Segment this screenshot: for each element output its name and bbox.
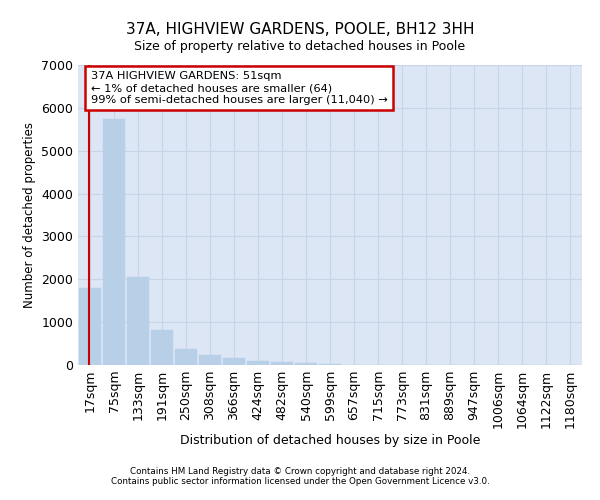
Text: Contains public sector information licensed under the Open Government Licence v3: Contains public sector information licen… (110, 477, 490, 486)
Text: Contains HM Land Registry data © Crown copyright and database right 2024.: Contains HM Land Registry data © Crown c… (130, 467, 470, 476)
Text: 37A, HIGHVIEW GARDENS, POOLE, BH12 3HH: 37A, HIGHVIEW GARDENS, POOLE, BH12 3HH (126, 22, 474, 38)
Bar (319, 364, 341, 365)
Text: Size of property relative to detached houses in Poole: Size of property relative to detached ho… (134, 40, 466, 53)
Bar (79, 288, 101, 365)
Bar (247, 360, 269, 365)
Bar (271, 362, 293, 365)
Bar (223, 358, 245, 365)
Bar (103, 118, 125, 365)
Y-axis label: Number of detached properties: Number of detached properties (23, 122, 35, 308)
Bar (295, 364, 317, 365)
Bar (199, 354, 221, 365)
Text: 37A HIGHVIEW GARDENS: 51sqm
← 1% of detached houses are smaller (64)
99% of semi: 37A HIGHVIEW GARDENS: 51sqm ← 1% of deta… (91, 72, 388, 104)
X-axis label: Distribution of detached houses by size in Poole: Distribution of detached houses by size … (180, 434, 480, 447)
Bar (127, 277, 149, 365)
Bar (151, 330, 173, 365)
Bar (175, 348, 197, 365)
